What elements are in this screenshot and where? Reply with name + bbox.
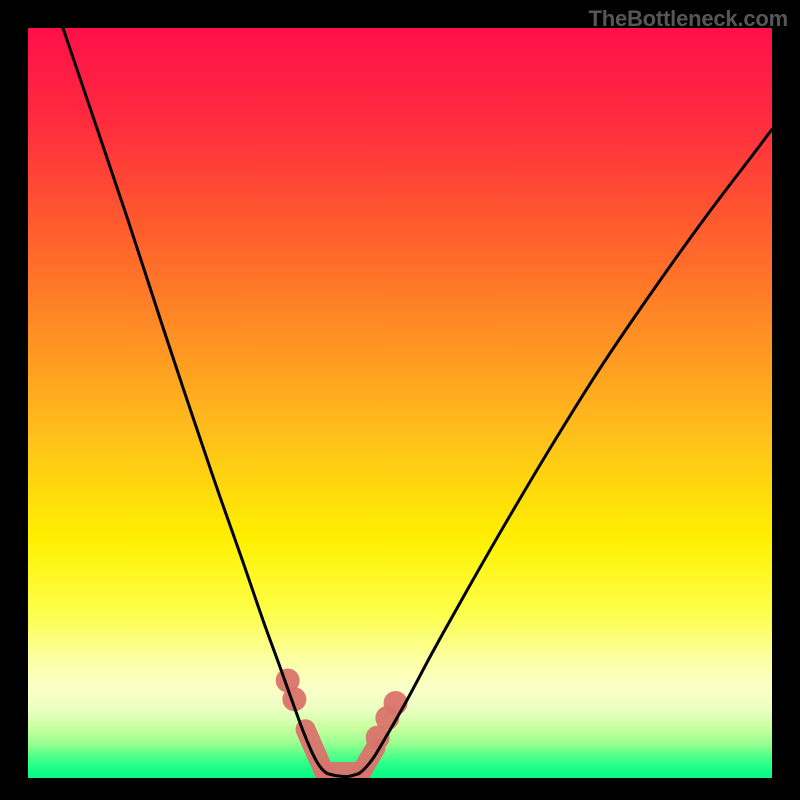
watermark-text: TheBottleneck.com <box>588 6 788 32</box>
chart-plot-area <box>28 28 772 778</box>
marker-group <box>276 669 408 773</box>
chart-svg-layer <box>28 28 772 778</box>
curve-right <box>359 129 772 773</box>
curve-left <box>63 28 327 774</box>
